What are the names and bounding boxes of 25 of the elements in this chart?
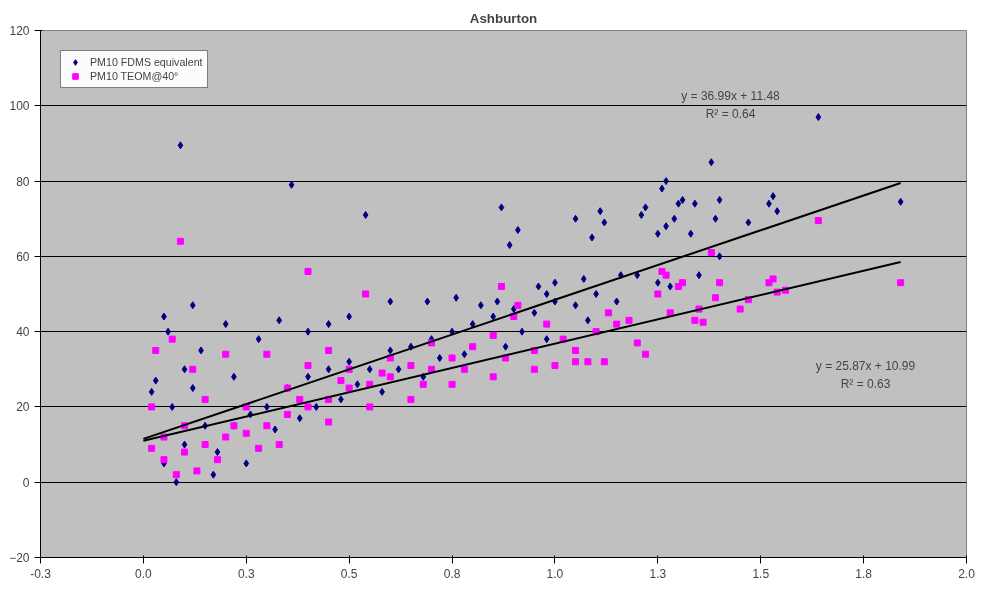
x-tick-label: -0.3 (30, 566, 52, 581)
y-tick-label: 60 (16, 249, 30, 264)
annotation: R² = 0.63 (840, 376, 891, 391)
annotation: R² = 0.64 (705, 106, 756, 121)
x-tick-label: 1.5 (752, 566, 770, 581)
x-tick-label: 1.3 (649, 566, 667, 581)
y-tick-label: 20 (16, 400, 30, 415)
legend-label: PM10 FDMS equivalent (90, 55, 203, 69)
x-tick-label: 0.0 (135, 566, 153, 581)
x-tick-label: 0.5 (340, 566, 358, 581)
y-tick-label: 120 (9, 24, 30, 38)
y-tick-label: 100 (9, 99, 30, 114)
x-tick-label: 2.0 (958, 566, 976, 581)
y-tick-label: −20 (9, 551, 30, 565)
y-tick-label: 80 (16, 174, 30, 189)
annotation: y = 25.87x + 10.99 (815, 358, 916, 373)
y-tick-label: 40 (16, 325, 30, 340)
x-tick-label: 1.8 (855, 566, 873, 581)
annotation: y = 36.99x + 11.48 (681, 88, 781, 103)
x-tick-label: 0.8 (443, 566, 461, 581)
chart-title: Ashburton (469, 10, 538, 26)
y-tick-label: 0 (22, 475, 30, 490)
legend-label: PM10 TEOM@40° (90, 69, 179, 83)
x-tick-label: 1.0 (546, 566, 564, 581)
x-tick-label: 0.3 (237, 566, 255, 581)
